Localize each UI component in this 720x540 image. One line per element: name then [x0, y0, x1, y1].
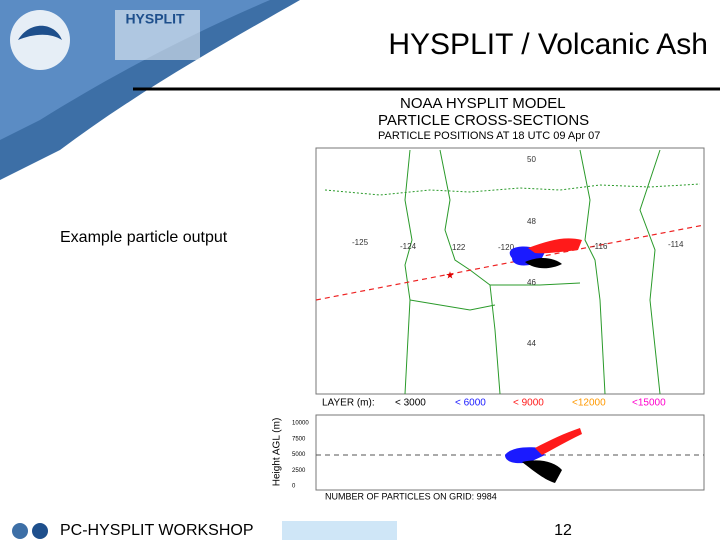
map-lines	[324, 149, 701, 395]
y-tick-label: 2500	[292, 468, 306, 474]
lon-label: -124	[400, 242, 417, 251]
lat-label: 46	[527, 278, 536, 287]
y-tick-label: 0	[292, 484, 296, 490]
y-tick-label: 5000	[292, 452, 306, 458]
y-ticks: 10000 7500 5000 2500 0	[292, 421, 309, 490]
lon-label: -125	[352, 238, 369, 247]
footer-bar	[282, 521, 397, 540]
legend-entry: <12000	[572, 398, 606, 409]
cs-particles-red	[535, 428, 582, 455]
particles-black	[525, 257, 562, 269]
legend-entry: < 3000	[395, 398, 426, 409]
noaa-bird	[18, 25, 62, 40]
lon-label: -114	[668, 240, 684, 249]
lat-label: 48	[527, 217, 536, 226]
y-tick-label: 7500	[292, 436, 306, 442]
cs-particles-blue	[505, 447, 545, 464]
footer-logo	[12, 523, 28, 539]
source-marker: ★	[446, 271, 455, 282]
particle-count: NUMBER OF PARTICLES ON GRID: 9984	[325, 491, 497, 501]
lat-label: 50	[527, 155, 536, 164]
legend-label: LAYER (m):	[322, 398, 375, 409]
lon-label: -120	[498, 243, 515, 252]
particles-red	[528, 238, 582, 254]
figure-subtitle: PARTICLE POSITIONS AT 18 UTC 09 Apr 07	[378, 130, 600, 142]
footer-text: PC-HYSPLIT WORKSHOP	[60, 522, 254, 539]
lat-label: 44	[527, 339, 536, 348]
page-number: 12	[554, 522, 572, 539]
legend: < 3000 < 6000 < 9000 <12000 <15000	[395, 398, 666, 409]
slide-title: HYSPLIT / Volcanic Ash	[388, 28, 708, 61]
logo-text: HYSPLIT	[125, 11, 185, 27]
noaa-logo	[10, 10, 70, 70]
cross-section-line	[315, 224, 705, 301]
legend-entry: <15000	[632, 398, 666, 409]
legend-entry: < 6000	[455, 398, 486, 409]
lon-label: 122	[452, 243, 466, 252]
cs-particles-black	[522, 460, 562, 483]
y-tick-label: 10000	[292, 421, 309, 427]
figure-title: PARTICLE CROSS-SECTIONS	[378, 112, 589, 129]
caption: Example particle output	[60, 229, 228, 246]
logo-map	[115, 10, 200, 60]
figure-title: NOAA HYSPLIT MODEL	[400, 95, 566, 112]
y-axis-label: Height AGL (m)	[272, 418, 283, 487]
lon-label: -116	[592, 242, 608, 251]
footer-logo	[32, 523, 48, 539]
legend-entry: < 9000	[513, 398, 544, 409]
map-frame	[315, 147, 705, 395]
